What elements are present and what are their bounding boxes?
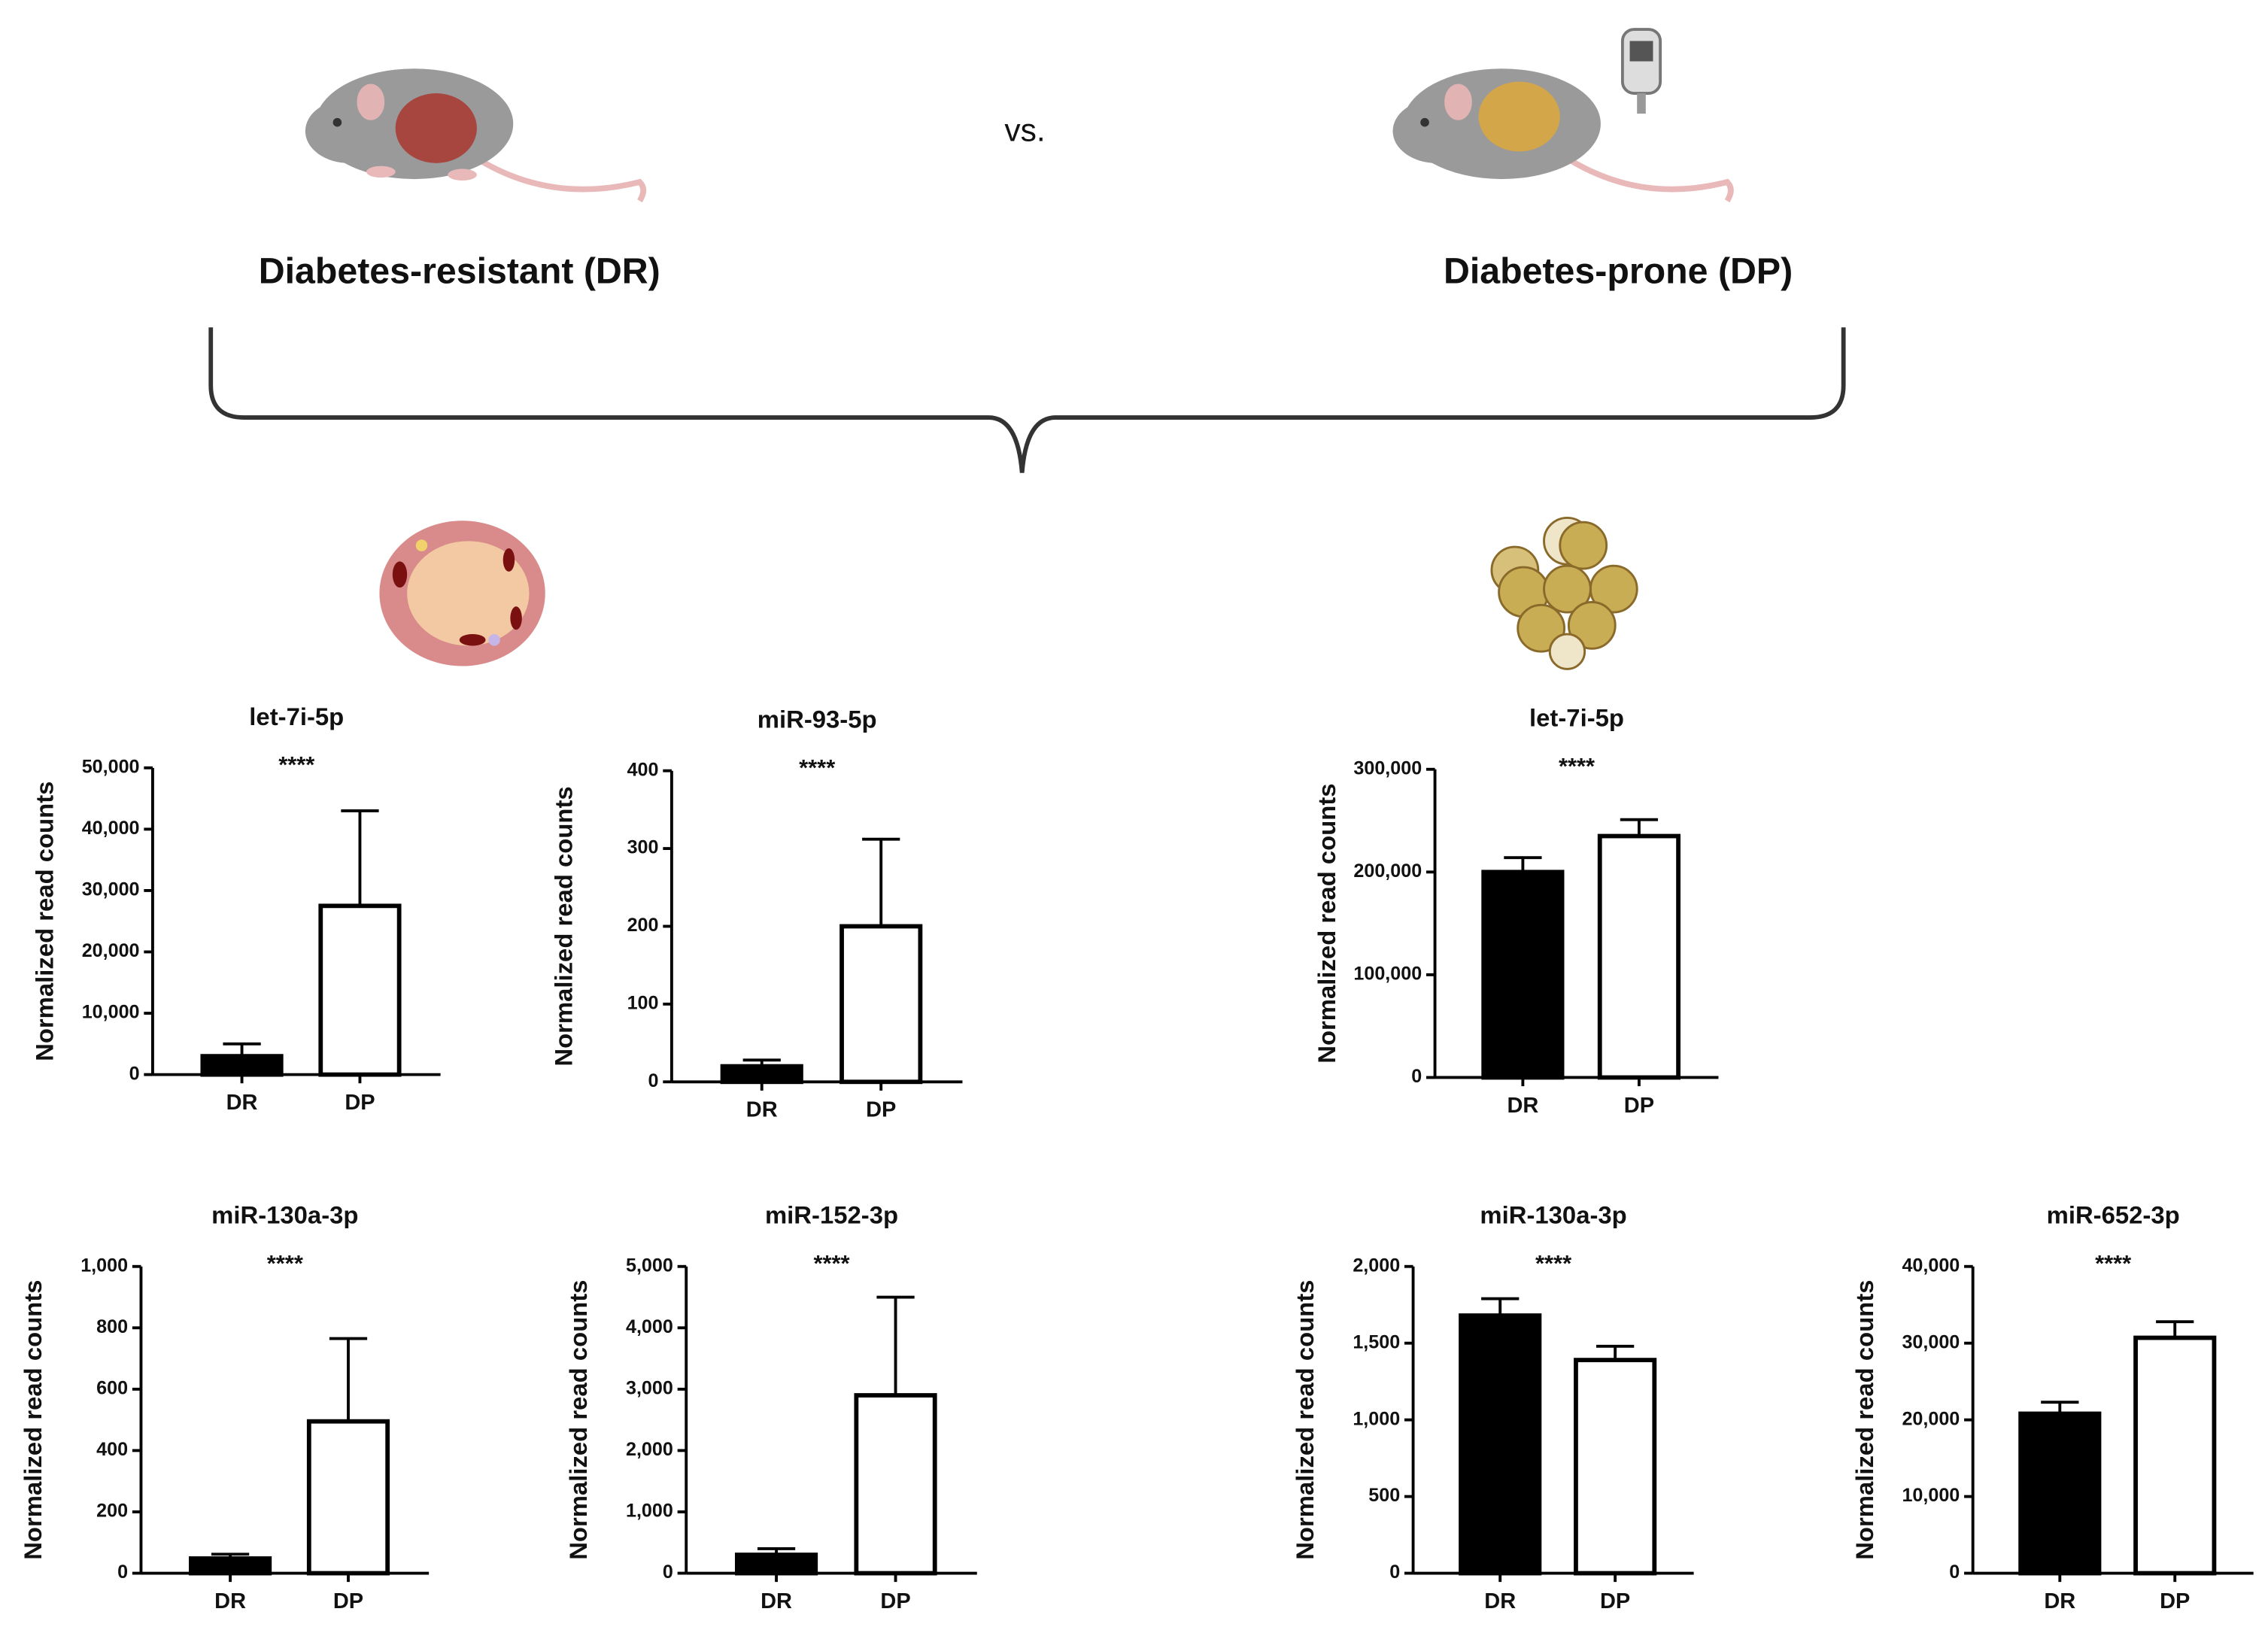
- bar: [1574, 1358, 1657, 1576]
- bar: [318, 903, 402, 1077]
- x-tick-label: DR: [761, 1589, 792, 1613]
- y-tick-label: 0: [648, 1070, 659, 1091]
- bar: [2133, 1335, 2217, 1576]
- y-tick-label: 400: [627, 759, 659, 780]
- versus: vs.: [1004, 113, 1045, 148]
- y-tick-label: 50,000: [82, 756, 140, 777]
- bar: [306, 1419, 390, 1576]
- y-tick-label: 500: [1368, 1485, 1400, 1506]
- y-tick-label: 1,000: [80, 1255, 128, 1276]
- x-tick-label: DR: [1507, 1094, 1538, 1118]
- group-label: Diabetes-prone (DP): [1444, 250, 1793, 291]
- x-tick-label: DR: [2044, 1589, 2075, 1613]
- y-tick-label: 0: [1389, 1562, 1400, 1583]
- mouse-illustration: [1392, 28, 1734, 203]
- x-tick-label: DR: [746, 1098, 778, 1122]
- x-tick-label: DP: [345, 1091, 375, 1115]
- significance: ****: [1535, 1250, 1571, 1276]
- y-tick-label: 0: [663, 1562, 673, 1583]
- y-axis-label: Normalized read counts: [31, 782, 59, 1061]
- y-tick-label: 800: [96, 1316, 128, 1337]
- y-tick-label: 400: [96, 1439, 128, 1460]
- y-tick-label: 1,500: [1353, 1331, 1400, 1352]
- significance: ****: [2095, 1250, 2131, 1276]
- brace: [208, 327, 1846, 473]
- y-tick-label: 200: [96, 1501, 128, 1522]
- y-tick-label: 300,000: [1353, 757, 1422, 779]
- chart-title: let-7i-5p: [1529, 704, 1624, 732]
- y-axis-label: Normalized read counts: [549, 786, 577, 1066]
- y-tick-label: 1,000: [626, 1501, 673, 1522]
- y-tick-label: 4,000: [626, 1316, 673, 1337]
- bar: [189, 1556, 272, 1576]
- y-tick-label: 20,000: [82, 940, 140, 961]
- y-tick-label: 2,000: [626, 1439, 673, 1460]
- significance: ****: [1559, 753, 1595, 779]
- y-tick-label: 3,000: [626, 1377, 673, 1398]
- y-tick-label: 2,000: [1353, 1255, 1400, 1276]
- y-tick-label: 200,000: [1353, 860, 1422, 882]
- y-tick-label: 300: [627, 837, 659, 858]
- bar: [854, 1393, 937, 1576]
- significance: ****: [799, 754, 835, 781]
- bar: [839, 924, 923, 1085]
- x-tick-label: DP: [333, 1589, 363, 1613]
- x-tick-label: DR: [214, 1589, 246, 1613]
- mouse-illustration: [305, 68, 647, 203]
- y-axis-label: Normalized read counts: [19, 1279, 47, 1559]
- islet-illustration: [379, 521, 545, 666]
- chart-title: miR-152-3p: [765, 1201, 898, 1229]
- chart-title: miR-130a-3p: [1480, 1201, 1626, 1229]
- y-tick-label: 1,000: [1353, 1408, 1400, 1429]
- bar: [200, 1054, 284, 1077]
- y-tick-label: 40,000: [1902, 1255, 1960, 1276]
- y-tick-label: 30,000: [82, 879, 140, 900]
- chart-title: let-7i-5p: [249, 703, 344, 730]
- y-axis-label: Normalized read counts: [564, 1279, 592, 1559]
- significance: ****: [267, 1250, 303, 1276]
- y-tick-label: 20,000: [1902, 1408, 1960, 1429]
- bar: [2018, 1411, 2102, 1576]
- y-axis-label: Normalized read counts: [1851, 1279, 1878, 1559]
- x-tick-label: DR: [1484, 1589, 1516, 1613]
- bar: [734, 1553, 818, 1576]
- bar: [1459, 1313, 1542, 1576]
- y-tick-label: 10,000: [82, 1002, 140, 1023]
- x-tick-label: DP: [866, 1098, 896, 1122]
- bar: [720, 1064, 803, 1085]
- bar: [1597, 833, 1681, 1080]
- x-tick-label: DP: [880, 1589, 910, 1613]
- y-tick-label: 5,000: [626, 1255, 673, 1276]
- y-tick-label: 200: [627, 915, 659, 936]
- y-axis-label: Normalized read counts: [1291, 1279, 1319, 1559]
- y-tick-label: 100: [627, 993, 659, 1014]
- significance: ****: [278, 751, 314, 778]
- significance: ****: [813, 1250, 849, 1276]
- chart-title: miR-652-3p: [2047, 1201, 2180, 1229]
- chart-title: miR-93-5p: [758, 706, 877, 733]
- adipocyte-illustration: [1490, 516, 1638, 670]
- y-tick-label: 30,000: [1902, 1331, 1960, 1352]
- chart-title: miR-130a-3p: [211, 1201, 358, 1229]
- y-tick-label: 600: [96, 1377, 128, 1398]
- x-tick-label: DP: [1600, 1589, 1630, 1613]
- x-tick-label: DR: [226, 1091, 258, 1115]
- y-tick-label: 0: [1411, 1066, 1422, 1087]
- y-tick-label: 0: [1949, 1562, 1960, 1583]
- y-tick-label: 0: [117, 1562, 128, 1583]
- y-tick-label: 100,000: [1353, 964, 1422, 985]
- x-tick-label: DP: [1624, 1094, 1654, 1118]
- bar: [1481, 870, 1565, 1080]
- x-tick-label: DP: [2160, 1589, 2190, 1613]
- y-tick-label: 10,000: [1902, 1485, 1960, 1506]
- y-tick-label: 0: [129, 1063, 140, 1084]
- group-label: Diabetes-resistant (DR): [259, 250, 660, 291]
- y-axis-label: Normalized read counts: [1313, 783, 1340, 1063]
- y-tick-label: 40,000: [82, 818, 140, 839]
